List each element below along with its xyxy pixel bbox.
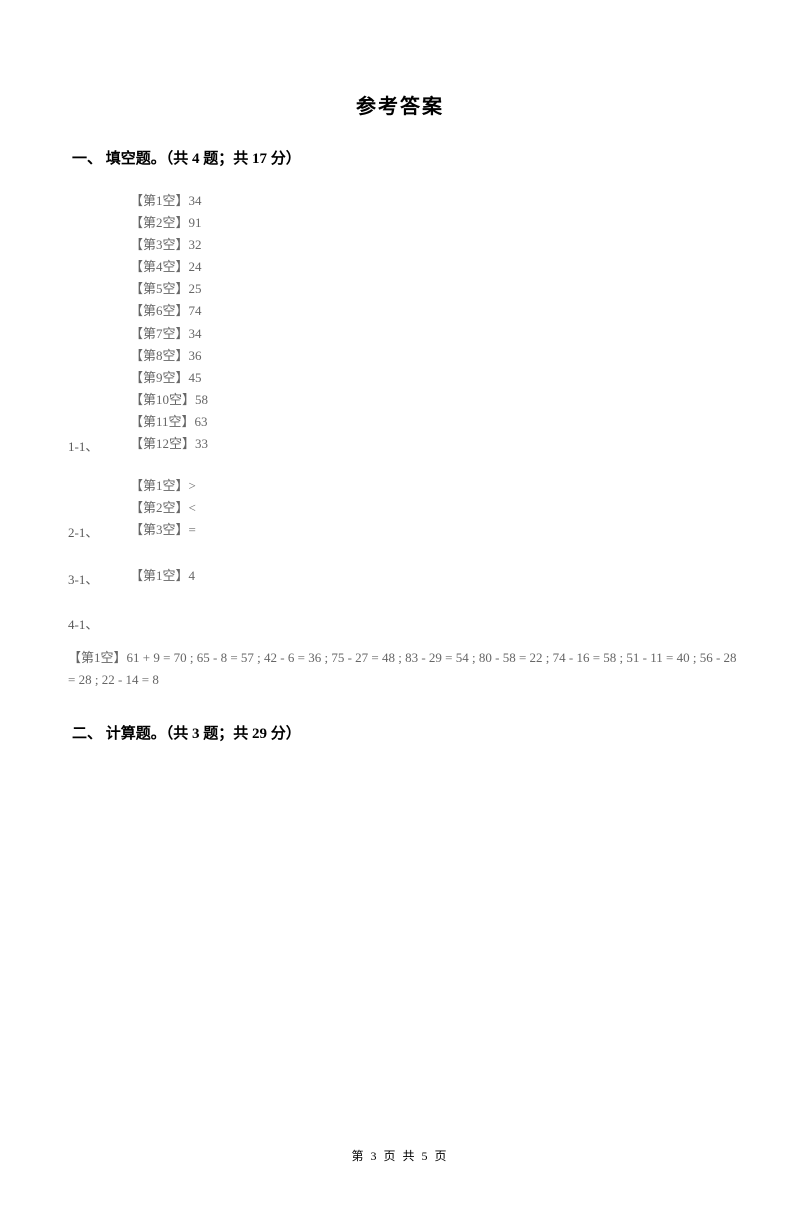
answer-item: 【第12空】33 [130,433,800,455]
answer-item: 【第5空】25 [130,278,800,300]
answer-item: 【第2空】91 [130,212,800,234]
question-3-marker: 3-1、 [68,569,98,588]
answer-item: 【第4空】24 [130,256,800,278]
page-footer: 第 3 页 共 5 页 [0,1147,800,1164]
answer-item: 【第1空】4 [130,565,800,587]
answer-item: 【第7空】34 [130,323,800,345]
question-4-group: 4-1、 [0,614,800,633]
question-4-marker: 4-1、 [68,614,98,633]
answer-item: 【第6空】74 [130,300,800,322]
answer-item: 【第2空】< [130,497,800,519]
question-3-group: 【第1空】4 3-1、 [0,565,800,587]
answer-item: 【第11空】63 [130,411,800,433]
answer-item: 【第1空】> [130,475,800,497]
question-1-group: 【第1空】34 【第2空】91 【第3空】32 【第4空】24 【第5空】25 … [0,190,800,455]
question-3-answers: 【第1空】4 [130,565,800,587]
question-2-group: 【第1空】> 【第2空】< 【第3空】= 2-1、 [0,475,800,541]
question-2-marker: 2-1、 [68,522,98,541]
section-2-header: 二、 计算题。（共 3 题；共 29 分） [72,722,800,743]
question-1-answers: 【第1空】34 【第2空】91 【第3空】32 【第4空】24 【第5空】25 … [130,190,800,455]
answer-item: 【第9空】45 [130,367,800,389]
question-2-answers: 【第1空】> 【第2空】< 【第3空】= [130,475,800,541]
section-1-header: 一、 填空题。（共 4 题；共 17 分） [72,147,800,168]
answer-item: 【第3空】= [130,519,800,541]
answer-item: 【第3空】32 [130,234,800,256]
question-4-long-answer: 【第1空】61 + 9 = 70 ; 65 - 8 = 57 ; 42 - 6 … [68,647,744,693]
answer-item: 【第10空】58 [130,389,800,411]
answer-item: 【第8空】36 [130,345,800,367]
answer-item: 【第1空】34 [130,190,800,212]
question-1-marker: 1-1、 [68,436,98,455]
page-title: 参考答案 [0,90,800,119]
